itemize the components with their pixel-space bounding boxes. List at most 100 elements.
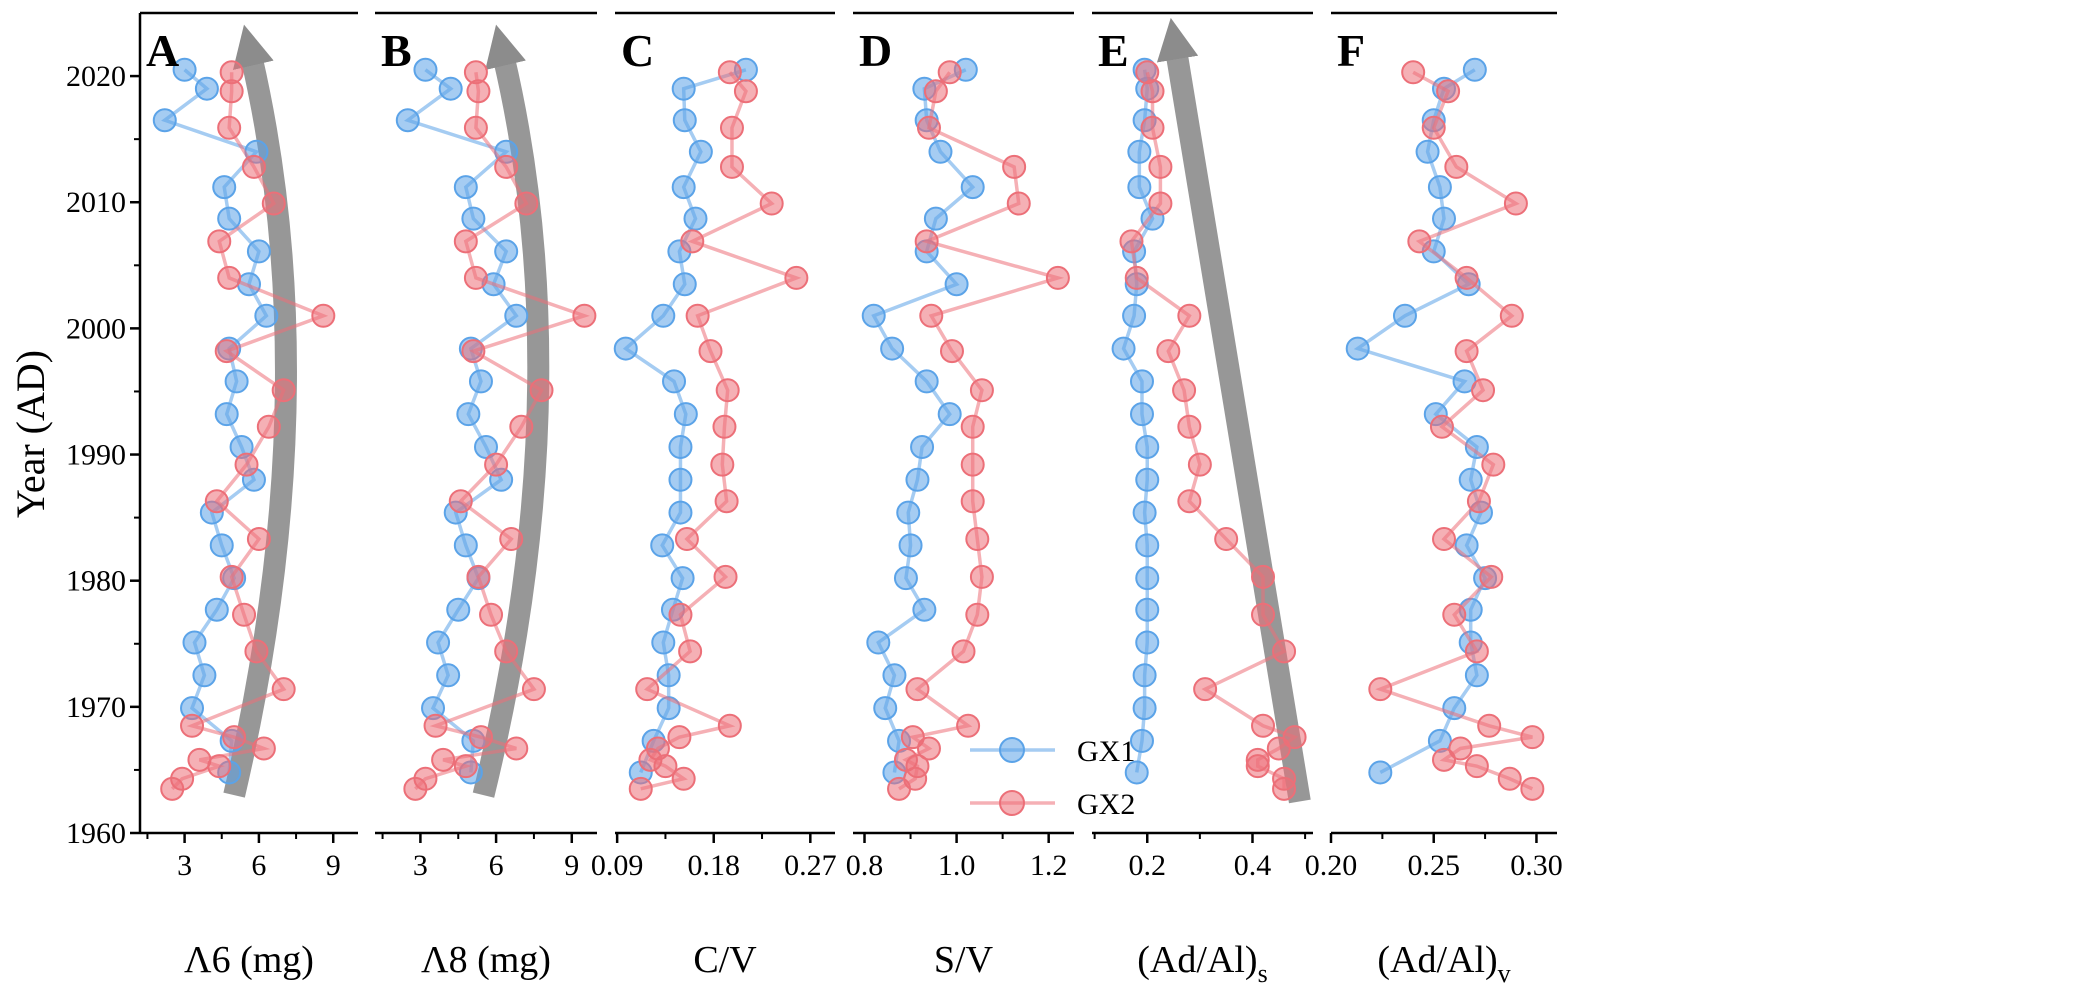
panel-letter: F [1337, 25, 1365, 76]
gx1-point [1132, 663, 1157, 688]
gx2-point [714, 489, 739, 514]
gx1-point [671, 175, 696, 200]
gx1-point [461, 206, 486, 231]
gx2-point [1193, 677, 1218, 702]
gx1-point [209, 533, 234, 558]
y-tick-label: 1980 [66, 565, 126, 598]
gx1-point [172, 57, 197, 82]
x-axis-title-main: Λ8 (mg) [421, 939, 551, 981]
gx2-point [653, 754, 678, 779]
x-axis-title: Λ8 (mg) [421, 939, 551, 981]
gx2-point [509, 414, 534, 439]
gx2-point [1245, 754, 1270, 779]
gx1-point [861, 303, 886, 328]
gx1-point [214, 402, 239, 427]
gx1-point [613, 336, 638, 361]
gx2-point [712, 414, 737, 439]
gx2-point [241, 154, 266, 179]
gx2-point [1421, 115, 1446, 140]
gx1-point [688, 139, 713, 164]
x-tick-label: 0.8 [846, 849, 884, 882]
y-tick-label: 2000 [66, 312, 126, 345]
gx2-point [678, 639, 703, 664]
gx2-point [463, 265, 488, 290]
gx2-point [207, 754, 232, 779]
gx2-point [1454, 265, 1479, 290]
gx2-point [217, 115, 242, 140]
gx2-point [717, 60, 742, 85]
gx2-point [1477, 713, 1502, 738]
x-tick-label: 3 [413, 849, 428, 882]
gx2-point [504, 736, 529, 761]
gx1-point [866, 630, 891, 655]
gx2-point [461, 339, 486, 364]
panel-letter: A [146, 25, 179, 76]
gx2-point [1471, 378, 1496, 403]
gx2-point [668, 602, 693, 627]
gx1-point [395, 108, 420, 133]
gx2-point [965, 527, 990, 552]
gx1-point [668, 500, 693, 525]
gx1-point [468, 369, 493, 394]
gx2-point [484, 452, 509, 477]
x-axis-title: C/V [693, 939, 757, 981]
gx1-point [1132, 500, 1157, 525]
x-tick-label: 0.2 [1129, 849, 1167, 882]
gx2-point [965, 602, 990, 627]
gx2-point [719, 115, 744, 140]
gx1-point [923, 206, 948, 231]
gx1-point [224, 369, 249, 394]
gx2-point [1272, 776, 1297, 801]
gx2-point [1251, 564, 1276, 589]
gx2-point [916, 115, 941, 140]
gx2-point [685, 303, 710, 328]
x-axis-title-subscript: v [1498, 959, 1511, 988]
gx2-point [514, 191, 539, 216]
gx1-point [1135, 467, 1160, 492]
y-tick-label: 2020 [66, 60, 126, 93]
gx1-point [504, 303, 529, 328]
x-tick-label: 0.4 [1234, 849, 1272, 882]
legend-label-gx1: GX1 [1077, 735, 1135, 768]
panel-letter: E [1098, 25, 1129, 76]
gx2-point [1436, 79, 1461, 104]
gx1-point [928, 139, 953, 164]
gx2-point [1448, 736, 1473, 761]
gx2-point [628, 776, 653, 801]
gx1-point [671, 76, 696, 101]
gx2-point [1002, 154, 1027, 179]
gx1-point [960, 175, 985, 200]
x-tick-label: 6 [251, 849, 266, 882]
gx2-point [403, 776, 428, 801]
gx2-point [667, 725, 692, 750]
gx1-point [912, 597, 937, 622]
gx2-point [1401, 60, 1426, 85]
gx2-point [1148, 154, 1173, 179]
gx1-line [1353, 68, 1488, 774]
gx1-point [1392, 303, 1417, 328]
gx2-point [246, 527, 271, 552]
gx2-point [887, 776, 912, 801]
gx1-point [683, 206, 708, 231]
x-axis-title-main: Λ6 (mg) [184, 939, 314, 981]
gx2-point [715, 378, 740, 403]
gx2-point [232, 602, 257, 627]
gx2-point [956, 713, 981, 738]
gx2-point [1266, 736, 1291, 761]
gx2-point [710, 452, 735, 477]
gx2-point [1172, 378, 1197, 403]
gx2-point [784, 265, 809, 290]
gx1-point [1464, 434, 1489, 459]
gx2-point [1499, 303, 1524, 328]
gx2-point [960, 414, 985, 439]
gx2-point [521, 677, 546, 702]
gx1-point [1127, 139, 1152, 164]
gx1-point [456, 402, 481, 427]
gx2-point [572, 303, 597, 328]
gx2-point [431, 747, 456, 772]
gx1-point [426, 630, 451, 655]
gx2-point [1177, 303, 1202, 328]
gx1-point [1135, 533, 1160, 558]
